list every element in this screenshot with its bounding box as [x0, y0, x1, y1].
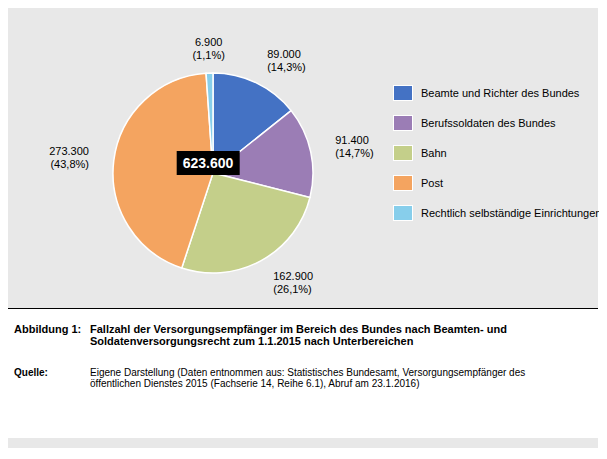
svg-text:6.900(1,1%): 6.900(1,1%): [192, 36, 224, 61]
svg-text:89.000(14,3%): 89.000(14,3%): [267, 48, 306, 73]
html-text:623.600: 623.600: [182, 155, 234, 171]
html-text:Rechtlich selbständige Einrich: Rechtlich selbständige Einrichtungen: [421, 207, 602, 219]
svg-text:91.400(14,7%): 91.400(14,7%): [335, 134, 374, 159]
html-text:öffentlichen Dienstes 2015 (Fa: öffentlichen Dienstes 2015 (Fachserie 14…: [90, 378, 420, 389]
html-text:Post: Post: [421, 177, 443, 189]
html-text:Bahn: Bahn: [421, 147, 447, 159]
html-text:Soldatenversorgungsrecht zum 1: Soldatenversorgungsrecht zum 1.1.2015 na…: [90, 335, 414, 347]
svg-text:162.900(26,1%): 162.900(26,1%): [273, 270, 313, 295]
html-text:Eigene Darstellung (Daten entn: Eigene Darstellung (Daten entnommen aus:…: [90, 367, 526, 378]
html-text:Berufssoldaten des Bundes: Berufssoldaten des Bundes: [421, 117, 556, 129]
svg-text:273.300(43,8%): 273.300(43,8%): [49, 145, 89, 170]
html-text:Quelle:: Quelle:: [14, 367, 48, 378]
html-text:Beamte und Richter des Bundes: Beamte und Richter des Bundes: [421, 87, 580, 99]
html-text:Abbildung 1:: Abbildung 1:: [14, 323, 82, 335]
html-text:Fallzahl der Versorgungsempfän: Fallzahl der Versorgungsempfänger im Ber…: [90, 323, 507, 335]
